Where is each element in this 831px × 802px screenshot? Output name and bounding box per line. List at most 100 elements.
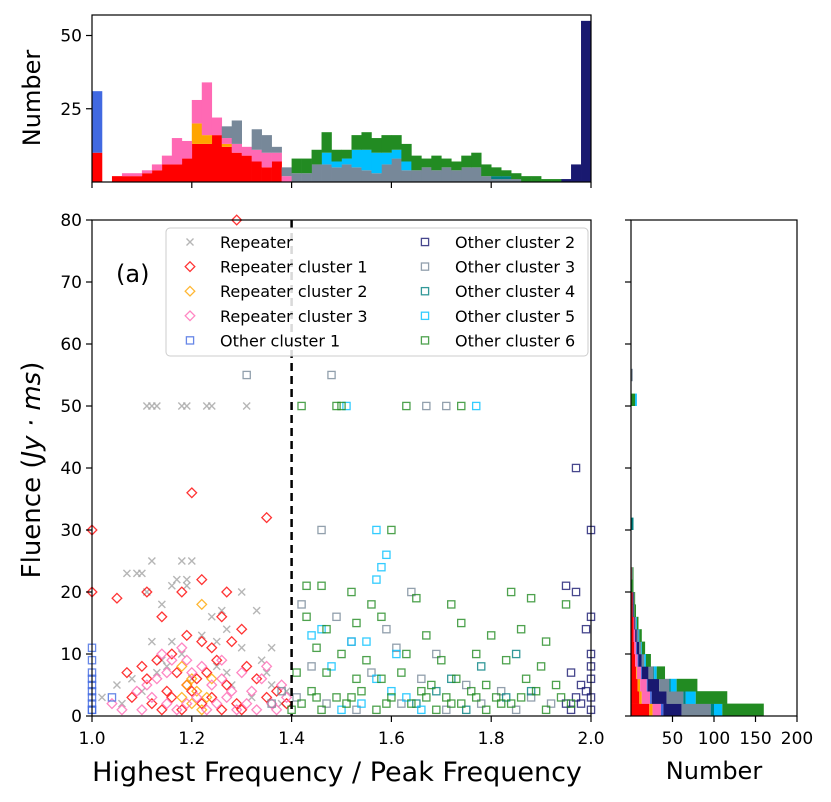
other-cluster-6-point: [466, 686, 476, 696]
other-cluster-6-point: [312, 643, 321, 653]
repeater-point: [197, 631, 206, 640]
top-hist-bar: [491, 167, 502, 177]
other-cluster-6-point: [317, 581, 326, 591]
right-hist-bar: [640, 641, 642, 655]
top-hist-bar: [541, 179, 552, 182]
other-cluster-3-point: [292, 693, 301, 702]
repeater-point: [252, 606, 261, 615]
right-hist-bar: [650, 691, 652, 704]
repeater-cluster-1-point: [221, 679, 233, 691]
top-hist-bar: [241, 155, 252, 182]
top-hist-bar: [341, 149, 352, 159]
repeater-cluster-3-point: [191, 691, 203, 704]
other-cluster-3-point: [407, 587, 416, 597]
top-hist-bar: [271, 146, 282, 153]
top-hist-bar: [431, 155, 442, 171]
right-hist-bar: [685, 691, 696, 704]
legend-marker: [186, 238, 194, 246]
repeater-point: [282, 687, 291, 696]
right-hist-bar: [647, 678, 660, 692]
repeater-cluster-2-point: [196, 704, 208, 716]
right-hist-bar: [636, 641, 640, 655]
repeater-cluster-1-point: [176, 586, 188, 598]
right-hist-bar: [714, 703, 723, 717]
right-hist-bar: [631, 666, 636, 680]
other-cluster-6-point: [541, 637, 551, 646]
right-hist-bar: [634, 604, 636, 618]
other-cluster-3-point: [352, 705, 361, 715]
repeater-cluster-2-point: [176, 691, 188, 704]
right-hist-bar: [644, 654, 646, 667]
other-cluster-6-point: [357, 686, 366, 696]
repeater-cluster-1-point: [146, 697, 158, 710]
legend-marker: [184, 260, 196, 273]
other-cluster-4-point: [447, 674, 456, 684]
other-cluster-6-point: [531, 686, 541, 696]
top-hist-bar: [201, 143, 213, 182]
right-hist-bar: [631, 592, 633, 605]
other-cluster-6-point: [352, 674, 361, 684]
other-cluster-3-point: [461, 680, 471, 690]
repeater-cluster-1-point: [206, 642, 218, 654]
top-y-tick-label: 25: [60, 100, 82, 120]
repeater-cluster-2-point: [206, 673, 218, 685]
top-hist-bar: [391, 135, 402, 150]
legend-item: Repeater cluster 2: [184, 282, 368, 301]
other-cluster-4-point: [476, 662, 486, 671]
top-hist-bar: [351, 149, 362, 168]
top-hist-bar: [251, 129, 262, 150]
repeater-cluster-1-point: [186, 685, 198, 697]
top-hist-bar: [351, 135, 362, 150]
right-hist-bar: [638, 629, 640, 642]
other-cluster-5-point: [327, 662, 336, 671]
right-hist-bar: [641, 666, 649, 680]
top-hist-bar: [231, 143, 242, 153]
repeater-point: [207, 612, 216, 621]
top-hist-bar: [261, 152, 272, 168]
repeater-cluster-3-point: [151, 673, 163, 685]
right-hist-bar: [633, 592, 635, 605]
legend-label: Repeater: [220, 233, 293, 252]
repeater-cluster-1-point: [221, 586, 233, 598]
other-cluster-3-point: [432, 649, 441, 659]
right-hist-bar: [631, 678, 638, 692]
top-hist-bar: [201, 135, 213, 144]
top-hist-bar: [561, 179, 572, 182]
top-hist-bar: [391, 158, 402, 182]
top-hist-bar: [461, 167, 472, 182]
top-hist-bar: [131, 173, 143, 177]
right-hist-bar: [660, 703, 664, 717]
right-hist-bar: [656, 666, 666, 680]
right-hist-bar: [634, 592, 636, 605]
right-hist-bar: [641, 691, 651, 704]
other-cluster-6-point: [347, 693, 356, 702]
right-histogram: 50 100 150 200: [625, 219, 813, 749]
right-hist-bar: [676, 678, 698, 692]
legend-marker: [420, 262, 430, 271]
other-cluster-4-point: [412, 699, 421, 708]
repeater-cluster-3-point: [235, 666, 248, 679]
repeater-cluster-1-point: [111, 592, 123, 604]
right-hist-bar: [635, 641, 637, 655]
repeater-point: [222, 625, 231, 634]
repeater-cluster-3-point: [201, 704, 213, 716]
other-cluster-6-point: [417, 686, 426, 696]
main-scatter-plot: 1.0 1.2 1.4 1.6 1.8 2.0 0 10 20 30 40 50 60 70 80: [60, 211, 604, 749]
right-hist-bar: [636, 666, 641, 680]
top-hist-bar: [421, 158, 432, 168]
repeater-point: [182, 575, 191, 584]
repeater-cluster-2-point: [186, 697, 198, 710]
legend-marker: [185, 336, 195, 345]
repeater-cluster-1-point: [156, 704, 168, 716]
legend-item: Other cluster 3: [420, 258, 575, 277]
other-cluster-6-point: [536, 662, 546, 671]
other-cluster-6-point: [437, 655, 446, 665]
repeater-cluster-1-point: [270, 685, 283, 697]
right-hist-bar: [632, 567, 634, 580]
repeater-cluster-3-point: [181, 654, 193, 666]
y-tick-label: 0: [71, 707, 82, 727]
other-cluster-6-point: [372, 705, 381, 715]
legend-label: Repeater cluster 1: [220, 258, 368, 277]
other-cluster-5-point: [387, 686, 396, 696]
top-hist-bar: [551, 179, 562, 182]
